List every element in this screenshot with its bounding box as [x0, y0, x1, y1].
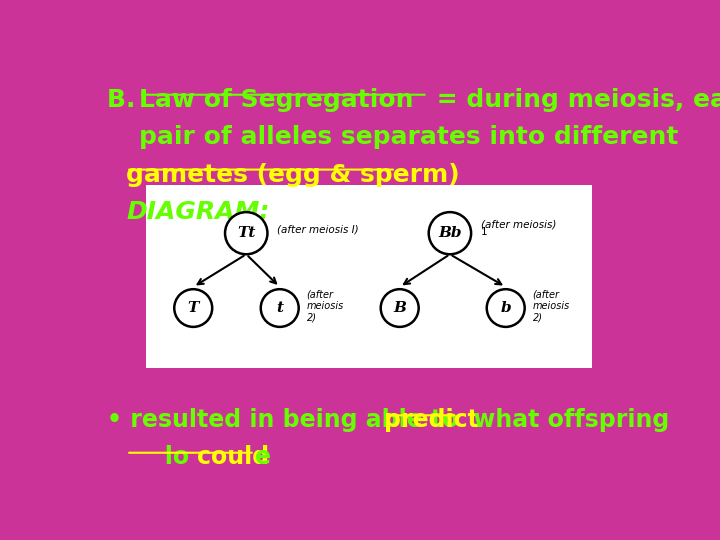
Text: lo: lo: [107, 446, 189, 469]
Ellipse shape: [381, 289, 418, 327]
Ellipse shape: [261, 289, 299, 327]
Text: (after
meiosis
2): (after meiosis 2): [307, 289, 343, 322]
Text: T: T: [187, 301, 199, 315]
Text: what offspring: what offspring: [457, 408, 670, 432]
Text: predict: predict: [384, 408, 479, 432]
Text: 1: 1: [481, 227, 487, 237]
Text: = during meiosis, each: = during meiosis, each: [428, 87, 720, 112]
Text: • resulted in being able to: • resulted in being able to: [107, 408, 467, 432]
Ellipse shape: [225, 212, 267, 254]
Ellipse shape: [174, 289, 212, 327]
Text: (after meiosis): (after meiosis): [481, 219, 556, 229]
Text: DIAGRAM:: DIAGRAM:: [126, 200, 270, 224]
Text: B.: B.: [107, 87, 144, 112]
Text: gametes (egg & sperm): gametes (egg & sperm): [126, 163, 460, 186]
Text: could: could: [197, 446, 269, 469]
Text: Law of Segregation: Law of Segregation: [139, 87, 413, 112]
Ellipse shape: [428, 212, 471, 254]
Text: Tt: Tt: [237, 226, 256, 240]
Text: (after
meiosis
2): (after meiosis 2): [533, 289, 570, 322]
Text: (after meiosis I): (after meiosis I): [277, 224, 359, 234]
Text: t: t: [276, 301, 283, 315]
Text: Bb: Bb: [438, 226, 462, 240]
Text: pair of alleles separates into different: pair of alleles separates into different: [139, 125, 678, 149]
Text: B: B: [393, 301, 406, 315]
Text: b: b: [500, 301, 511, 315]
Bar: [145, 185, 593, 368]
Ellipse shape: [487, 289, 525, 327]
Text: e: e: [255, 446, 271, 469]
